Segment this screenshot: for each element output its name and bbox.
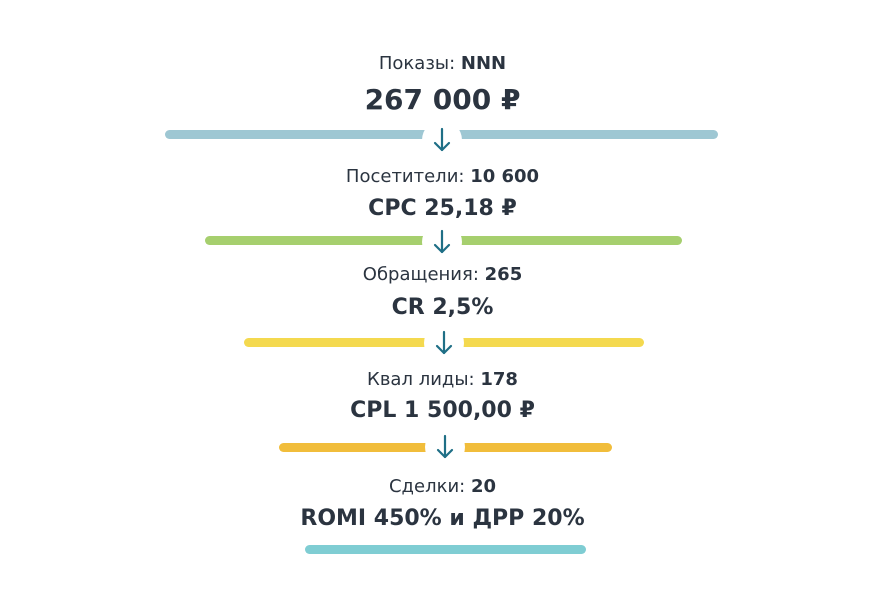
arrow-down-icon: [422, 120, 462, 160]
stage-4-header: Квал лиды: 178: [0, 369, 885, 391]
stage-5-value: 20: [470, 476, 497, 497]
stage-5-bar: [305, 545, 586, 554]
stage-5-label: Сделки:: [388, 476, 466, 497]
stage-4-label: Квал лиды:: [367, 369, 475, 390]
stage-5-metric: ROMI 450% и ДРР 20%: [300, 506, 585, 531]
arrow-down-icon: [422, 222, 462, 262]
stage-2-metric: CPC 25,18 ₽: [368, 196, 517, 221]
stage-2-header: Посетители: 10 600: [0, 166, 885, 188]
stage-3-value: 265: [484, 264, 523, 285]
stage-1-header: Показы: NNN: [0, 53, 885, 75]
stage-2-label: Посетители:: [345, 166, 465, 187]
stage-3-label: Обращения:: [362, 264, 479, 285]
stage-1-label: Показы:: [378, 53, 456, 74]
stage-3-header: Обращения: 265: [0, 264, 885, 286]
stage-4-value: 178: [480, 369, 518, 390]
stage-4-metric: CPL 1 500,00 ₽: [350, 398, 535, 423]
stage-3-metric: CR 2,5%: [391, 295, 494, 320]
stage-2-value: 10 600: [470, 166, 540, 187]
stage-1-metric: 267 000 ₽: [364, 83, 521, 116]
stage-1-value: NNN: [460, 53, 507, 74]
arrow-down-icon: [424, 323, 464, 363]
stage-5-header: Сделки: 20: [0, 476, 885, 498]
arrow-down-icon: [425, 427, 465, 467]
